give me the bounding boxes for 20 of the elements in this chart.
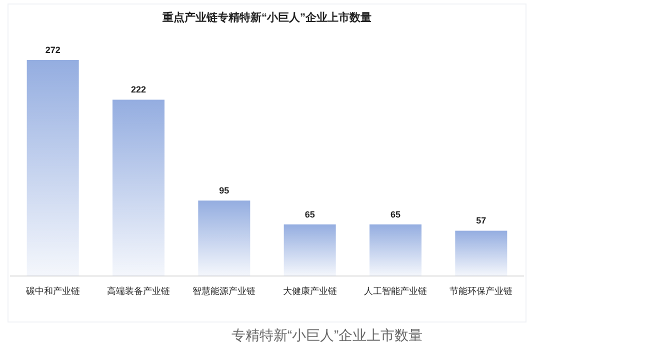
data-label: 222 [130,84,146,95]
x-tick-label: 碳中和产业链 [24,286,80,296]
data-label: 272 [45,45,60,55]
bar [370,224,422,276]
data-label: 95 [219,186,230,196]
bar [455,230,508,276]
x-tick-label: 人工智能产业链 [364,286,427,296]
bar [26,60,79,276]
bar [112,100,164,276]
data-label: 65 [390,209,401,220]
x-tick-label: 高端装备产业链 [107,286,170,296]
x-tick-label: 节能环保产业链 [450,286,513,296]
bar [198,200,250,276]
x-tick-label: 大健康产业链 [282,286,337,296]
x-tick-label: 智慧能源产业链 [192,286,256,296]
data-label: 65 [304,209,315,220]
data-label: 57 [476,216,486,226]
bar [284,224,336,276]
chart-title: 重点产业链专精特新“小巨人”企业上市数量 [162,11,372,24]
text: 专精特新“小巨人”企业上市数量 [231,327,423,343]
